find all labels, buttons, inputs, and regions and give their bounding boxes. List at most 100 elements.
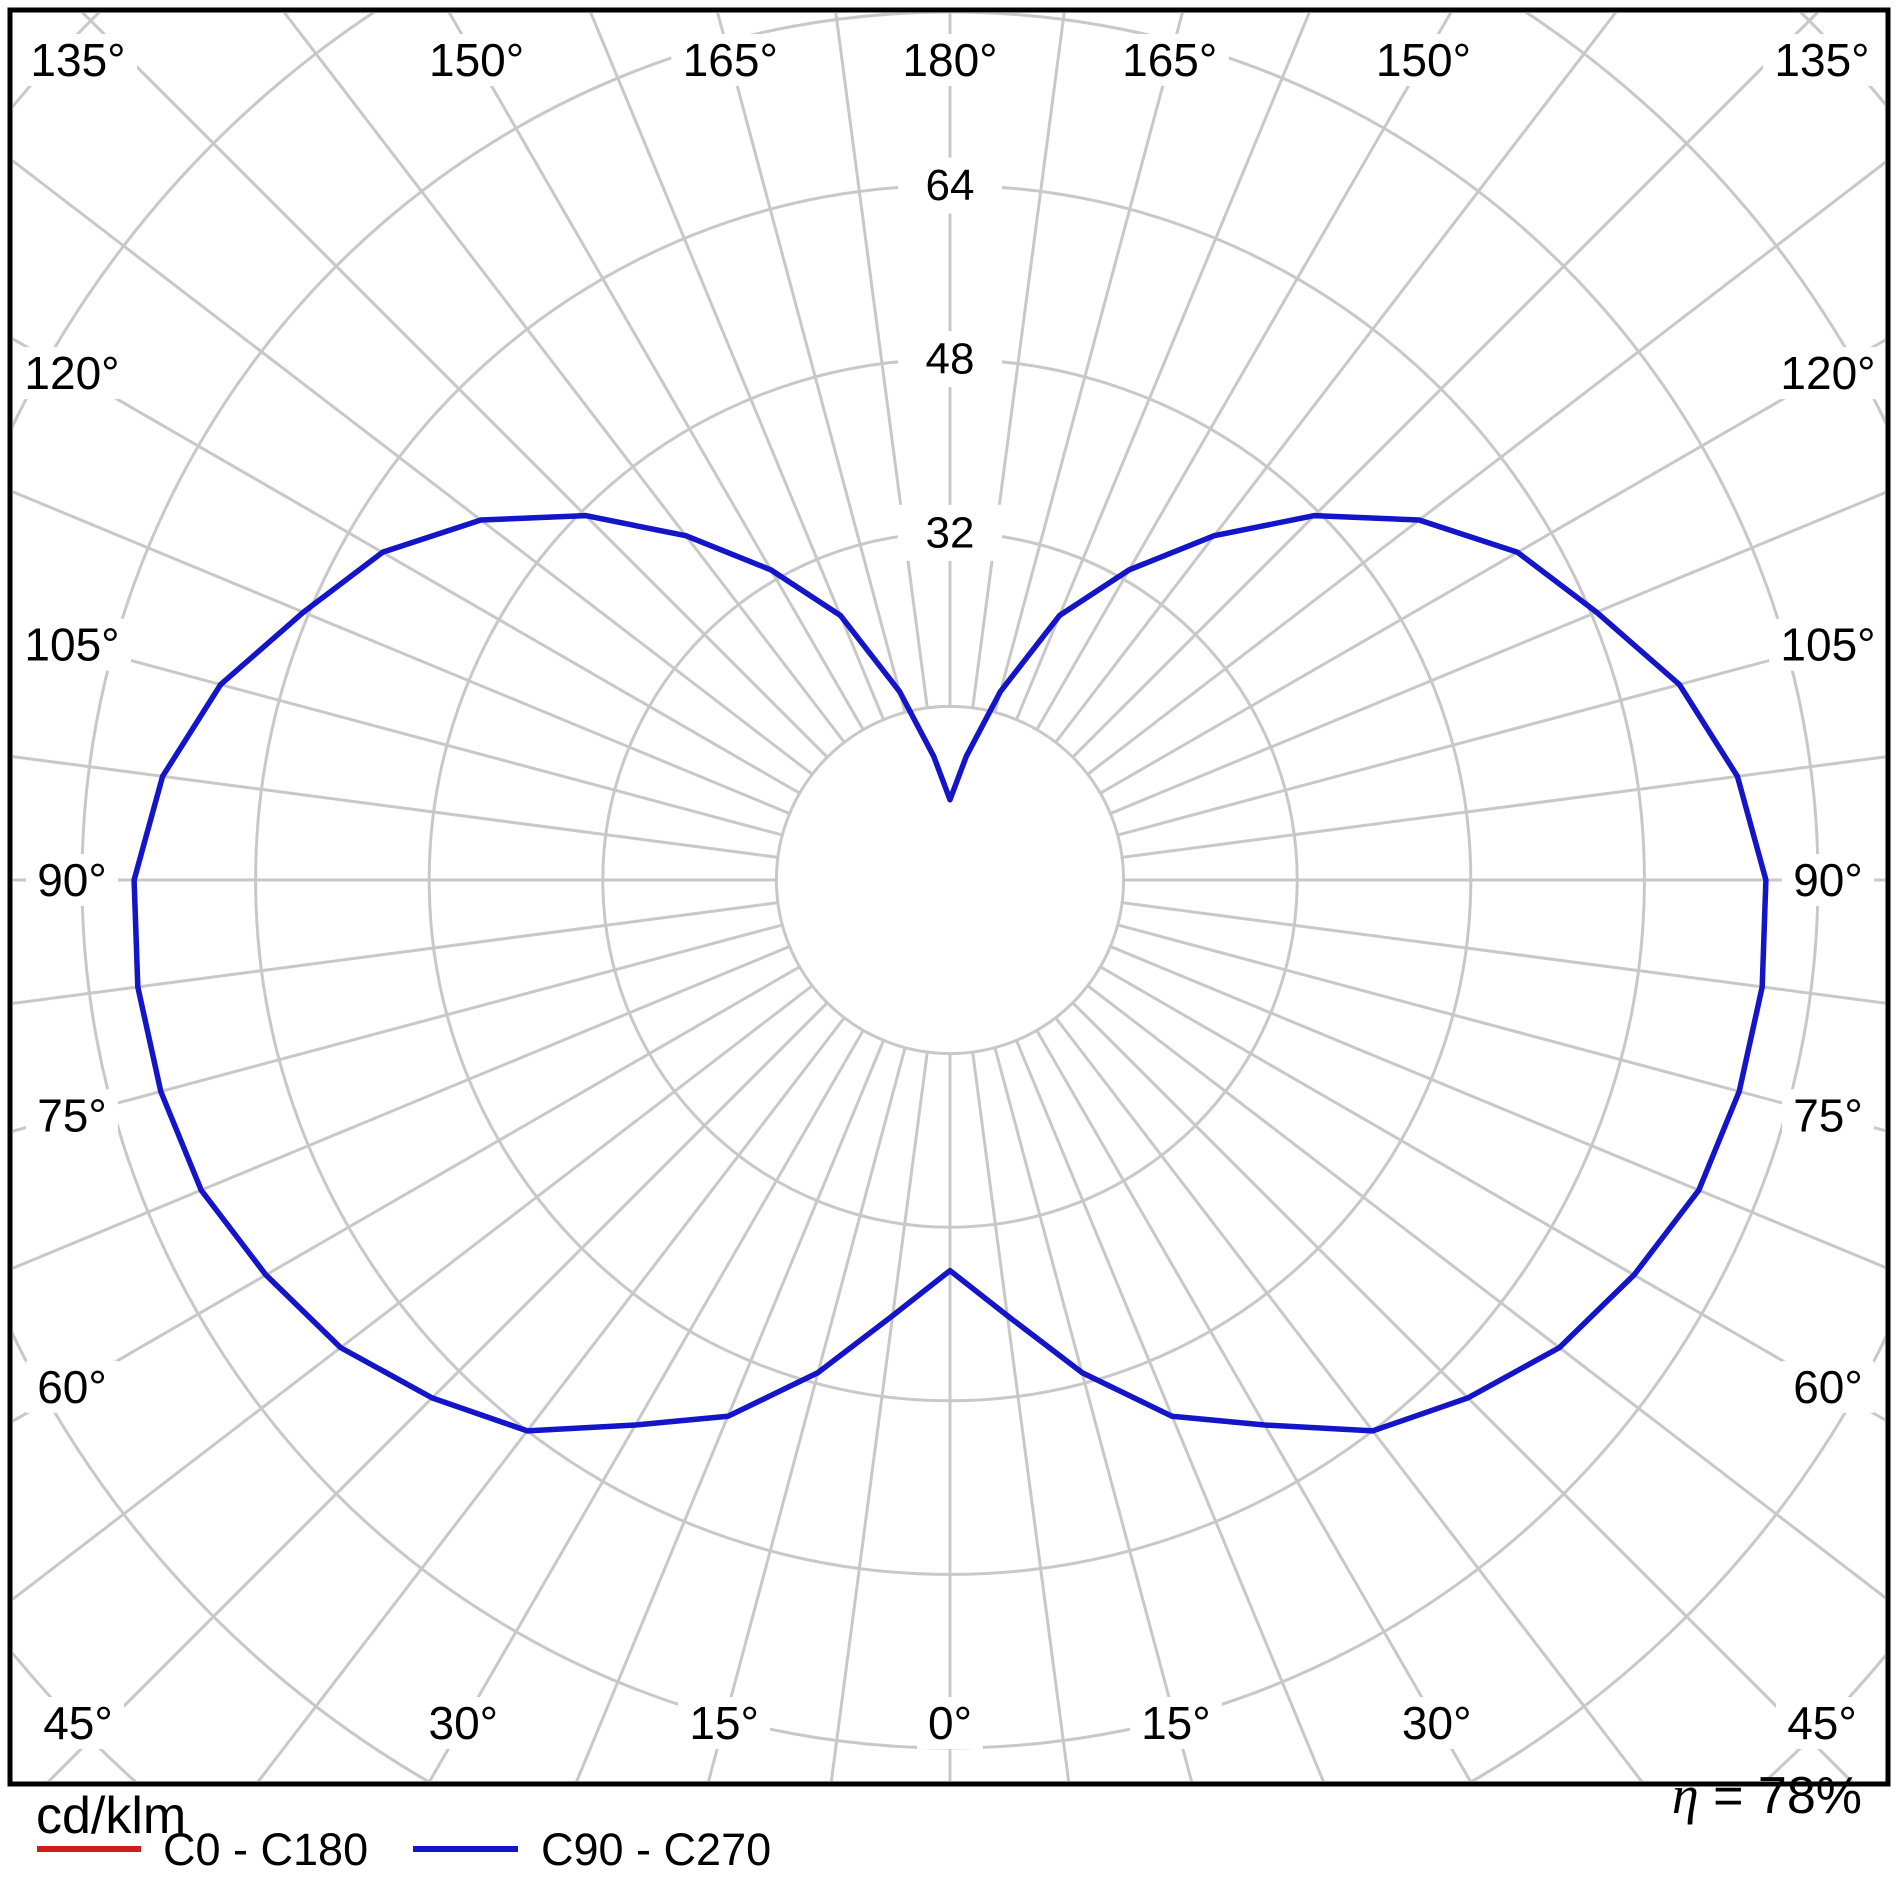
- angle-label-background: [1110, 34, 1229, 86]
- angle-label-background: [13, 347, 131, 400]
- grid-radial-line: [46, 1001, 829, 1781]
- grid-radial-line: [1099, 965, 1885, 1422]
- angle-label: 45°: [43, 1697, 113, 1749]
- angle-label-background: [1129, 1697, 1222, 1749]
- grid-radial-line: [971, 1051, 1071, 1781]
- grid-radial-line: [13, 923, 783, 1133]
- angle-label-background: [891, 34, 1009, 86]
- grid-radial-line: [1109, 491, 1885, 815]
- grid-radial-line: [13, 901, 779, 1005]
- curve-c90-c270: [131, 512, 1769, 1434]
- grid-radial-line: [428, 1029, 865, 1781]
- angle-label-background: [1763, 34, 1881, 86]
- angle-label-background: [1782, 854, 1874, 906]
- angle-label-background: [32, 1697, 124, 1749]
- grid-radial-line: [1109, 945, 1885, 1269]
- angle-label-background: [26, 1360, 118, 1413]
- grid-radial-line: [1054, 13, 1618, 744]
- grid-radial-line: [1117, 627, 1885, 837]
- angle-label: 45°: [1787, 1697, 1857, 1749]
- grid-radial-line: [13, 755, 779, 859]
- ring-label: 48: [926, 335, 975, 384]
- angle-label: 30°: [1402, 1697, 1472, 1749]
- angle-label-background: [671, 34, 790, 86]
- angle-label-background: [917, 1697, 983, 1749]
- angle-label-background: [417, 1697, 510, 1749]
- grid-radial-line: [13, 627, 783, 837]
- angle-label-background: [678, 1697, 771, 1749]
- angle-label-background: [26, 854, 118, 906]
- grid-radial-line: [1071, 13, 1820, 759]
- angle-label-background: [26, 1089, 118, 1142]
- grid-radial-line: [13, 945, 791, 1270]
- angle-label: 60°: [1793, 1361, 1863, 1413]
- grid-radial-line: [80, 13, 829, 759]
- ring-label-background: [898, 157, 1002, 214]
- ring-label-background: [898, 504, 1002, 561]
- plot-border: [7, 7, 1891, 1787]
- intensity-curves: [131, 512, 1769, 1434]
- angle-label: 0°: [928, 1697, 972, 1749]
- angle-label: 135°: [30, 34, 125, 86]
- angle-labels: 0° 15° 15° 30° 30° 45° 45° 60° 60° 75° 75° 90° 90° 10…: [13, 34, 1887, 1749]
- grid-radial-line: [13, 965, 801, 1423]
- angle-label-background: [1769, 347, 1887, 400]
- grid-radial-line: [829, 1051, 929, 1781]
- grid-radial-line: [1117, 923, 1885, 1133]
- grid-radial-line: [1035, 1029, 1472, 1781]
- grid-radial-line: [1099, 338, 1885, 795]
- grid-radial-line: [1086, 984, 1885, 1600]
- angle-label-background: [13, 618, 131, 671]
- angle-label: 120°: [24, 347, 119, 399]
- angle-label: 180°: [902, 34, 997, 86]
- grid-radial-line: [589, 13, 885, 721]
- angle-label-background: [1782, 1360, 1874, 1413]
- ring-labels: 32 48 64: [898, 157, 1002, 561]
- angle-label-background: [1364, 34, 1483, 86]
- angle-label-background: [1390, 1697, 1483, 1749]
- angle-label: 120°: [1780, 347, 1875, 399]
- ring-label: 32: [926, 508, 975, 557]
- grid-radial-line: [13, 490, 791, 815]
- angle-label: 135°: [1774, 34, 1869, 86]
- angle-label: 30°: [429, 1697, 499, 1749]
- angle-label: 165°: [683, 34, 778, 86]
- grid-radial-line: [993, 1047, 1193, 1781]
- angle-label: 150°: [429, 34, 524, 86]
- grid-radial-line: [1015, 1039, 1325, 1781]
- angle-label-background: [19, 34, 137, 86]
- grid-radial-line: [1121, 901, 1885, 1005]
- grid-radial-line: [707, 1047, 907, 1781]
- grid-radial-line: [256, 1016, 846, 1781]
- grid-ring-16: [774, 704, 1126, 1056]
- angle-label: 15°: [1141, 1697, 1211, 1749]
- grid-radial-line: [1035, 13, 1453, 731]
- ring-label: 64: [926, 161, 975, 210]
- grid-radial-line: [13, 159, 814, 776]
- ring-label-background: [898, 331, 1002, 388]
- grid-radial-line: [282, 13, 846, 744]
- grid-radial-line: [447, 13, 865, 731]
- angle-label-background: [1769, 618, 1887, 671]
- angle-label-background: [417, 34, 536, 86]
- grid-radial-line: [1086, 160, 1885, 776]
- angle-label: 105°: [1780, 619, 1875, 671]
- angle-label: 15°: [689, 1697, 759, 1749]
- grid-radial-line: [1054, 1016, 1644, 1781]
- grid-radial-line: [1015, 13, 1311, 721]
- grid-radial-line: [13, 337, 801, 795]
- angle-label: 150°: [1376, 34, 1471, 86]
- grid-radial-line: [1121, 755, 1885, 859]
- angle-label: 90°: [37, 854, 107, 906]
- angle-label: 105°: [24, 619, 119, 671]
- angle-label: 75°: [37, 1089, 107, 1141]
- grid-radial-line: [1071, 1001, 1854, 1781]
- angle-label: 90°: [1793, 854, 1863, 906]
- angle-label: 60°: [37, 1361, 107, 1413]
- angle-label: 75°: [1793, 1089, 1863, 1141]
- grid-radial-line: [716, 13, 907, 713]
- grid-radial-line: [575, 1039, 885, 1781]
